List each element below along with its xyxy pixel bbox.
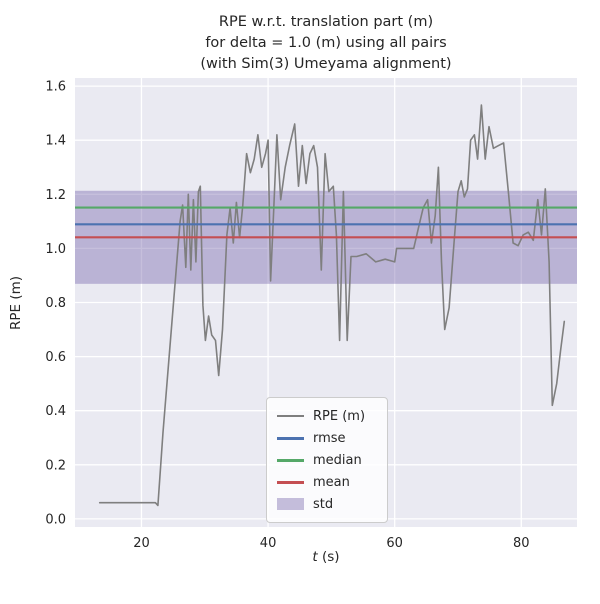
- x-axis-label-unit: (s): [317, 549, 340, 565]
- legend-label: rmse: [313, 430, 346, 446]
- x-axis-label-variable: t: [312, 549, 318, 565]
- chart-title: RPE w.r.t. translation part (m) for delt…: [200, 14, 452, 72]
- x-tick-label: 40: [260, 536, 277, 551]
- legend-swatch-std: [277, 498, 304, 510]
- y-tick-label: 0.2: [45, 458, 66, 473]
- legend-label: RPE (m): [313, 408, 366, 424]
- legend-label: median: [313, 452, 362, 468]
- legend-item: rmse: [277, 427, 377, 449]
- x-axis-label: t (s): [75, 549, 577, 565]
- y-tick-label: 1.0: [45, 242, 66, 257]
- legend-item: mean: [277, 471, 377, 493]
- legend-label: mean: [313, 474, 350, 490]
- y-tick-label: 0.4: [45, 404, 66, 419]
- legend-swatch-median: [277, 458, 304, 462]
- y-tick-label: 0.0: [45, 512, 66, 527]
- legend-swatch-mean: [277, 480, 304, 484]
- y-tick-label: 1.2: [45, 188, 66, 203]
- y-tick-label: 0.6: [45, 350, 66, 365]
- legend-label: std: [313, 496, 334, 512]
- legend-swatch-rpem: [277, 415, 304, 417]
- y-tick-label: 1.6: [45, 80, 66, 95]
- legend-item: median: [277, 449, 377, 471]
- rpe-line: [98, 104, 566, 507]
- legend: RPE (m) rmse median mean std: [266, 397, 388, 523]
- legend-item: std: [277, 493, 377, 515]
- y-tick-label: 0.8: [45, 296, 66, 311]
- x-tick-label: 20: [133, 536, 150, 551]
- x-tick-label: 60: [386, 536, 403, 551]
- x-tick-label: 80: [513, 536, 530, 551]
- legend-swatch-rmse: [277, 436, 304, 440]
- y-tick-label: 1.4: [45, 134, 66, 149]
- legend-item: RPE (m): [277, 405, 377, 427]
- y-axis-label: RPE (m): [8, 275, 24, 331]
